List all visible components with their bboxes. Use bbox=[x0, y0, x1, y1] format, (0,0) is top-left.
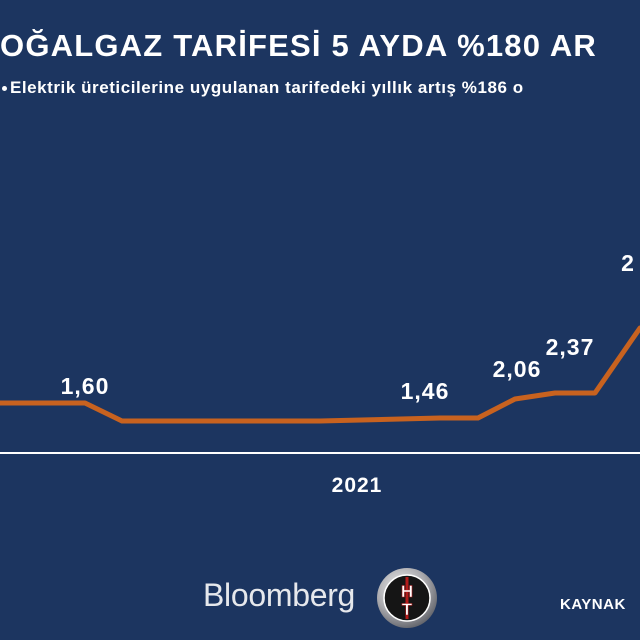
source-label: KAYNAK bbox=[560, 596, 626, 613]
chart-subtitle: Elektrik üreticilerine uygulanan tarifed… bbox=[10, 78, 524, 97]
data-label: 1,60 bbox=[61, 373, 110, 399]
chart-title: OĞALGAZ TARİFESİ 5 AYDA %180 AR bbox=[0, 29, 598, 63]
svg-text:H: H bbox=[401, 582, 413, 601]
data-label-group: 1,60 1,46 2,062,37 2 bbox=[61, 250, 635, 404]
ht-logo-icon: H T bbox=[377, 568, 437, 628]
data-label: 2,37 bbox=[546, 334, 595, 360]
data-label: 2 bbox=[621, 250, 635, 276]
data-label: 1,46 bbox=[401, 378, 450, 404]
data-label: 2,06 bbox=[493, 356, 542, 382]
subtitle-bullet bbox=[2, 86, 7, 91]
x-tick-label: 2021 bbox=[332, 474, 383, 497]
bloomberg-logo: Bloomberg bbox=[203, 577, 356, 613]
series-line bbox=[0, 325, 640, 424]
svg-text:T: T bbox=[402, 600, 413, 619]
